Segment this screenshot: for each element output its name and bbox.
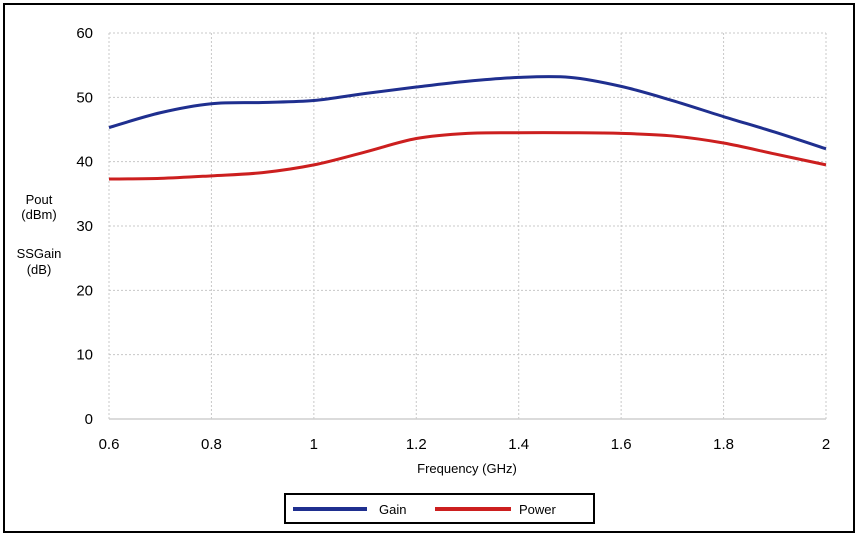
chart-svg: 0 10 20 30 40 50 60 0.6 0.8 1 1.2 1.4 1.6 1.8 2 Frequ… [17,25,831,524]
y-tick-label: 50 [76,89,93,106]
y-tick-label: 60 [76,25,93,42]
y-axis-title-line-2: (dBm) [21,207,56,222]
y-tick-label: 10 [76,347,93,364]
y-tick-label: 20 [76,282,93,299]
chart-frame: 0 10 20 30 40 50 60 0.6 0.8 1 1.2 1.4 1.6 1.8 2 Frequ… [3,3,855,533]
y-tick-label: 30 [76,218,93,235]
y-axis-title-line-3: SSGain [17,246,62,261]
x-tick-labels: 0.6 0.8 1 1.2 1.4 1.6 1.8 2 [99,436,831,453]
x-tick-label: 1.2 [406,436,427,453]
x-tick-label: 1 [310,436,318,453]
series-line-power [108,131,827,181]
y-tick-label: 40 [76,154,93,171]
y-tick-labels: 0 10 20 30 40 50 60 [76,25,93,428]
series-line-gain [108,75,827,151]
series-lines [108,75,827,181]
legend-label-gain: Gain [379,502,406,517]
legend: Gain Power [284,493,595,524]
x-tick-label: 2 [822,436,830,453]
x-tick-label: 0.8 [201,436,222,453]
y-axis-title-line-1: Pout [26,192,53,207]
legend-label-power: Power [519,502,557,517]
x-tick-label: 1.4 [508,436,529,453]
x-axis-title: Frequency (GHz) [417,461,517,476]
x-tick-label: 0.6 [99,436,120,453]
grid [108,32,827,420]
y-tick-label: 0 [85,411,93,428]
x-tick-label: 1.6 [611,436,632,453]
y-axis-title-line-4: (dB) [27,262,52,277]
x-tick-label: 1.8 [713,436,734,453]
